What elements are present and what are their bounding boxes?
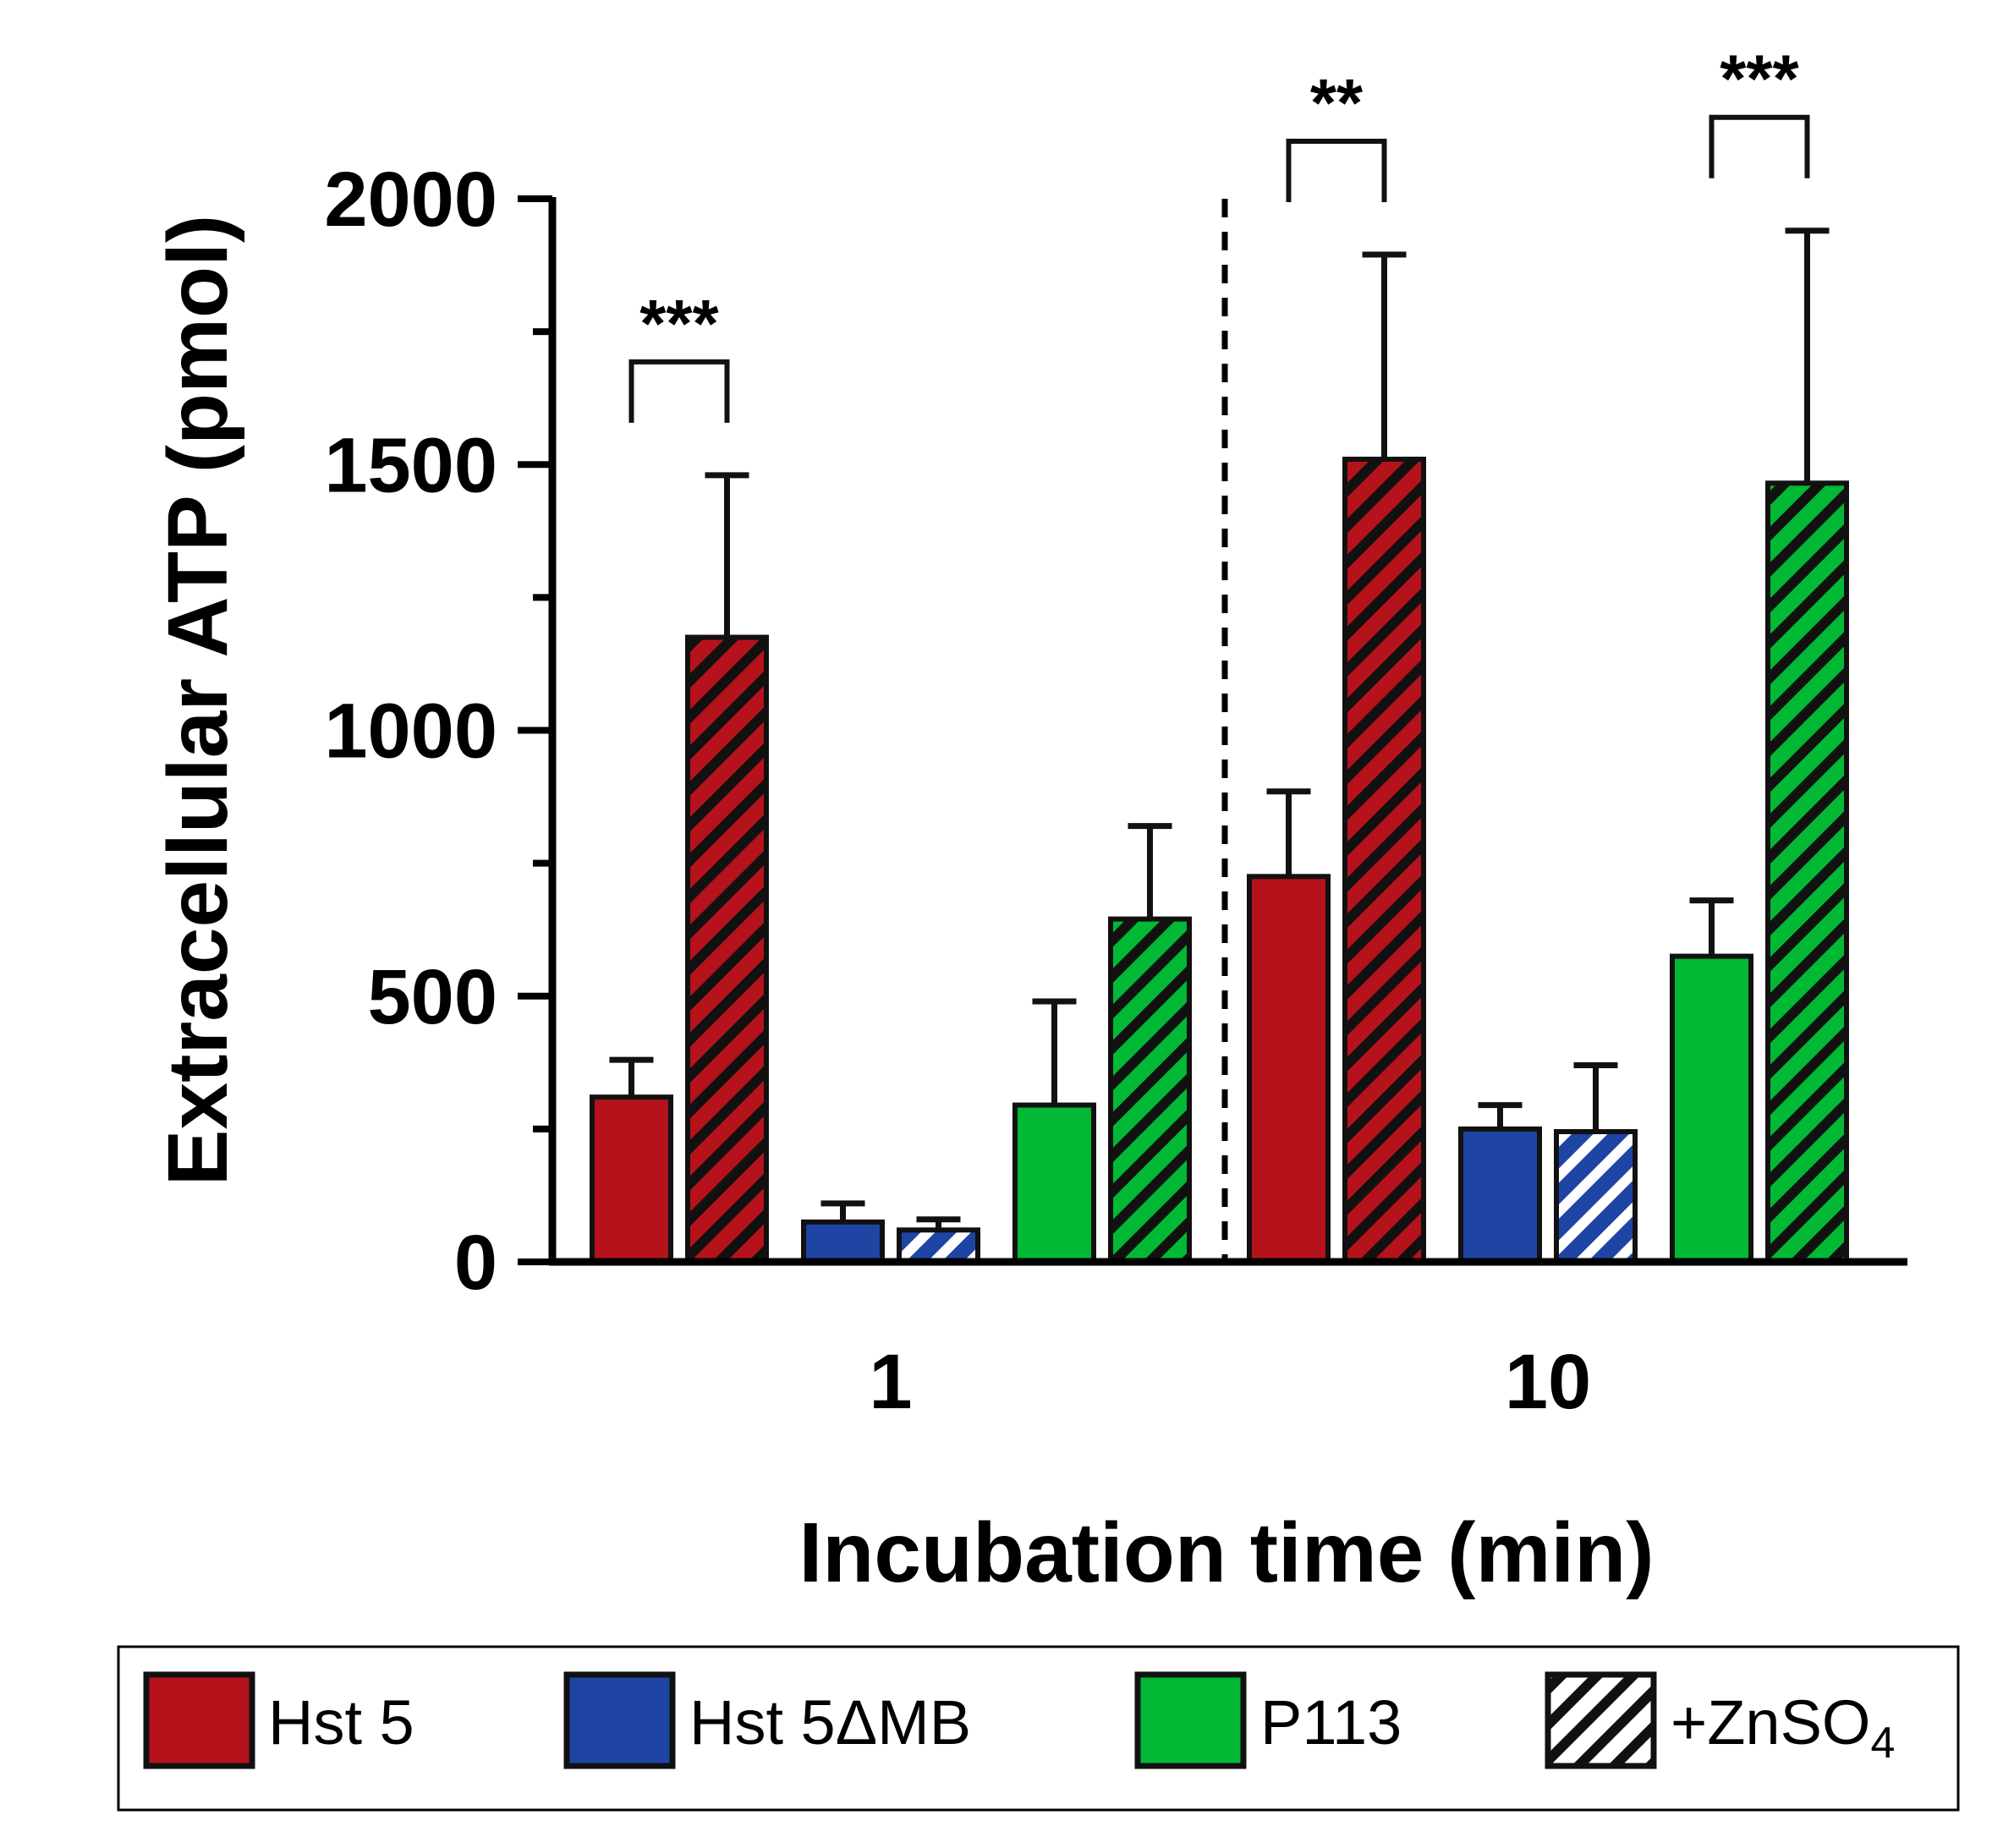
x-axis-title: Incubation time (min) — [798, 1505, 1654, 1600]
legend-label-hst-5-mb: Hst 5ΔMB — [689, 1687, 971, 1758]
legend-label-znso: +ZnSO4 — [1671, 1687, 1895, 1768]
bar-hst-5-mb-1 — [801, 1219, 885, 1265]
bar-p113-znso4-10 — [1765, 480, 1849, 1264]
y-tick-label: 2000 — [324, 156, 497, 243]
legend-items: Hst 5 Hst 5ΔMB P113 +ZnSO4 — [143, 1671, 1895, 1769]
y-tick-label: 1500 — [324, 422, 497, 508]
bars-layer — [590, 456, 1849, 1265]
x-tick-label: 10 — [1505, 1339, 1591, 1425]
significance-bracket — [1709, 114, 1810, 178]
y-axis-title: Extracellular ATP (pmol) — [151, 215, 245, 1186]
significance-label: *** — [1720, 41, 1799, 117]
significance-layer: ***** *** — [628, 41, 1810, 423]
significance-label: *** — [639, 286, 719, 361]
significance-label: ** — [1310, 65, 1364, 140]
error-bars-layer — [609, 228, 1830, 1231]
bar-hst-5-mb-10 — [1458, 1126, 1542, 1264]
bar-hst-5-znso4-1 — [685, 634, 769, 1264]
legend-swatch-p113 — [1134, 1671, 1247, 1769]
significance-bracket — [628, 359, 730, 423]
y-ticks-layer: 0 500 1000 1500 2000 — [324, 156, 552, 1306]
bar-hst-5-mb-znso4-1 — [897, 1227, 980, 1265]
x-ticks-layer: 1 10 — [869, 1339, 1591, 1425]
bar-p113-1 — [1012, 1102, 1096, 1265]
legend-label-p113: P113 — [1260, 1687, 1402, 1758]
bar-p113-znso4-1 — [1108, 916, 1192, 1265]
legend-swatch-znso — [1545, 1671, 1657, 1769]
legend-swatch-hst-5-mb — [563, 1671, 676, 1769]
legend-subscript: 4 — [1871, 1719, 1896, 1768]
y-tick-label: 1000 — [324, 688, 497, 775]
bar-hst-5-1 — [590, 1094, 673, 1265]
bar-hst-5-10 — [1247, 874, 1331, 1265]
y-tick-label: 500 — [368, 954, 498, 1040]
y-tick-label: 0 — [454, 1220, 497, 1306]
legend: Hst 5 Hst 5ΔMB P113 +ZnSO4 — [117, 1645, 1960, 1812]
significance-bracket — [1286, 138, 1387, 202]
bar-hst-5-mb-znso4-10 — [1554, 1129, 1638, 1264]
x-tick-label: 1 — [869, 1339, 912, 1425]
legend-label-hst-5: Hst 5 — [268, 1687, 414, 1758]
bar-hst-5-znso4-10 — [1342, 456, 1426, 1264]
legend-swatch-hst-5 — [143, 1671, 255, 1769]
bar-p113-10 — [1670, 953, 1753, 1265]
